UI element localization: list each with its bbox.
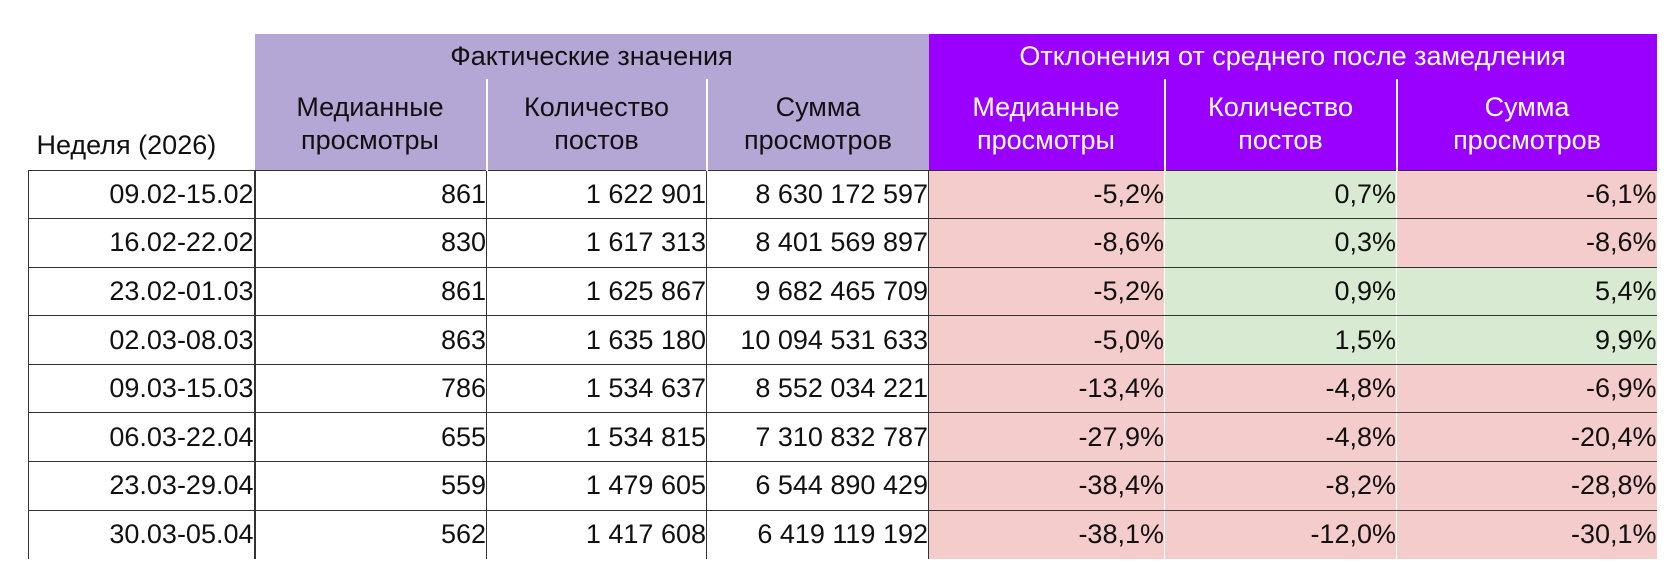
deviation-total-views-cell: -8,6% — [1396, 218, 1657, 268]
group-header-blank — [28, 34, 255, 79]
header-line: Медианные — [972, 92, 1120, 123]
header-line: Сумма — [1484, 92, 1570, 123]
table-row: 09.02-15.02 861 1 622 901 8 630 172 597 -5,2… — [28, 169, 1657, 220]
post-count-cell: 1 479 605 — [486, 461, 707, 511]
post-count-cell: 1 622 901 — [486, 169, 707, 220]
week-cell: 09.02-15.02 — [28, 169, 256, 220]
post-count-cell: 1 534 637 — [486, 364, 707, 414]
median-views-cell: 655 — [254, 412, 487, 463]
total-views-cell: 8 552 034 221 — [706, 364, 929, 414]
deviation-total-views-cell: -20,4% — [1396, 412, 1657, 463]
deviation-post-count-cell: -12,0% — [1164, 510, 1397, 559]
table-row: 23.02-01.03 861 1 625 867 9 682 465 709 -5,2… — [28, 267, 1657, 317]
total-views-cell: 8 401 569 897 — [706, 218, 929, 268]
deviation-total-views-cell: -30,1% — [1396, 510, 1657, 559]
header-line: постов — [1238, 125, 1323, 156]
median-views-cell: 559 — [254, 461, 487, 511]
total-views-cell: 10 094 531 633 — [706, 315, 929, 365]
deviation-post-count-cell: -8,2% — [1164, 461, 1397, 511]
median-views-cell: 863 — [254, 315, 487, 365]
table-row: 23.03-29.04 559 1 479 605 6 544 890 429 -38,… — [28, 461, 1657, 511]
deviation-post-count-cell: -4,8% — [1164, 412, 1397, 463]
week-cell: 02.03-08.03 — [28, 315, 256, 365]
median-views-cell: 861 — [254, 169, 487, 220]
deviation-median-views-cell: -5,0% — [928, 315, 1165, 365]
deviation-total-views-cell: -28,8% — [1396, 461, 1657, 511]
deviation-median-views-cell: -5,2% — [928, 267, 1165, 317]
deviation-post-count-cell: 0,7% — [1164, 169, 1397, 220]
deviation-post-count-header: Количество постов — [1164, 79, 1398, 170]
actual-values-group-header: Фактические значения — [254, 34, 929, 79]
header-line: постов — [554, 125, 639, 156]
deviation-median-views-cell: -13,4% — [928, 364, 1165, 414]
actual-total-views-header: Сумма просмотров — [706, 79, 929, 170]
deviation-median-views-cell: -38,4% — [928, 461, 1165, 511]
week-cell: 09.03-15.03 — [28, 364, 256, 414]
deviation-median-views-cell: -5,2% — [928, 169, 1165, 220]
week-cell: 16.02-22.02 — [28, 218, 256, 268]
deviation-total-views-cell: -6,1% — [1396, 169, 1657, 220]
deviation-median-views-cell: -8,6% — [928, 218, 1165, 268]
deviation-total-views-cell: 9,9% — [1396, 315, 1657, 365]
header-line: просмотры — [301, 125, 439, 156]
group-header-row: Фактические значения Отклонения от средн… — [28, 34, 1657, 79]
header-line: просмотров — [1453, 125, 1601, 156]
median-views-cell: 786 — [254, 364, 487, 414]
week-cell: 06.03-22.04 — [28, 412, 256, 463]
post-count-cell: 1 625 867 — [486, 267, 707, 317]
week-cell: 30.03-05.04 — [28, 510, 256, 559]
total-views-cell: 6 544 890 429 — [706, 461, 929, 511]
actual-post-count-header: Количество постов — [486, 79, 708, 170]
deviation-post-count-cell: -4,8% — [1164, 364, 1397, 414]
post-count-cell: 1 635 180 — [486, 315, 707, 365]
total-views-cell: 7 310 832 787 — [706, 412, 929, 463]
total-views-cell: 6 419 119 192 — [706, 510, 929, 559]
median-views-cell: 562 — [254, 510, 487, 559]
deviation-post-count-cell: 0,9% — [1164, 267, 1397, 317]
deviation-total-views-cell: -6,9% — [1396, 364, 1657, 414]
deviation-median-views-cell: -38,1% — [928, 510, 1165, 559]
post-count-cell: 1 617 313 — [486, 218, 707, 268]
deviation-post-count-cell: 1,5% — [1164, 315, 1397, 365]
week-cell: 23.03-29.04 — [28, 461, 256, 511]
deviation-total-views-cell: 5,4% — [1396, 267, 1657, 317]
header-line: Количество — [1208, 92, 1353, 123]
actual-median-views-header: Медианные просмотры — [254, 79, 488, 170]
weekly-views-table: Фактические значения Отклонения от средн… — [28, 34, 1657, 559]
table-row: 16.02-22.02 830 1 617 313 8 401 569 897 -8,6… — [28, 218, 1657, 268]
column-header-row: Неделя (2026) Медианные просмотры Количес… — [28, 79, 1657, 170]
deviation-group-header: Отклонения от среднего после замедления — [928, 34, 1657, 79]
week-column-header: Неделя (2026) — [28, 79, 255, 170]
table-row: 06.03-22.04 655 1 534 815 7 310 832 787 -27,… — [28, 412, 1657, 463]
table-body: 09.02-15.02 861 1 622 901 8 630 172 597 -5,2… — [28, 169, 1657, 559]
median-views-cell: 830 — [254, 218, 487, 268]
total-views-cell: 9 682 465 709 — [706, 267, 929, 317]
deviation-post-count-cell: 0,3% — [1164, 218, 1397, 268]
total-views-cell: 8 630 172 597 — [706, 169, 929, 220]
deviation-total-views-header: Сумма просмотров — [1396, 79, 1657, 170]
header-line: Медианные — [296, 92, 444, 123]
header-line: просмотров — [744, 125, 892, 156]
week-cell: 23.02-01.03 — [28, 267, 256, 317]
median-views-cell: 861 — [254, 267, 487, 317]
post-count-cell: 1 417 608 — [486, 510, 707, 559]
table-row: 02.03-08.03 863 1 635 180 10 094 531 633 -5,… — [28, 315, 1657, 365]
deviation-median-views-header: Медианные просмотры — [928, 79, 1166, 170]
deviation-median-views-cell: -27,9% — [928, 412, 1165, 463]
header-line: Сумма — [775, 92, 861, 123]
header-line: просмотры — [977, 125, 1115, 156]
table-row: 09.03-15.03 786 1 534 637 8 552 034 221 -13,… — [28, 364, 1657, 414]
header-line: Количество — [524, 92, 669, 123]
table-row: 30.03-05.04 562 1 417 608 6 419 119 192 -38,… — [28, 510, 1657, 559]
post-count-cell: 1 534 815 — [486, 412, 707, 463]
